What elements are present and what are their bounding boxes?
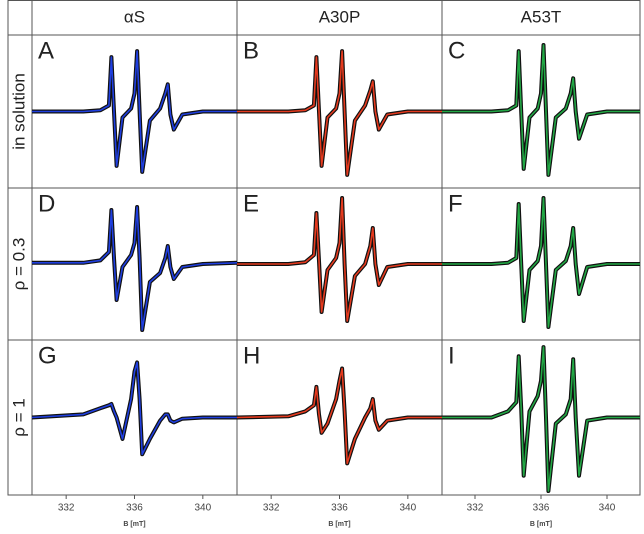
x-tick-label: 332 bbox=[263, 503, 280, 514]
panel-label: I bbox=[448, 342, 455, 369]
spectrum-fit bbox=[32, 206, 238, 331]
row-label: in solution bbox=[9, 73, 28, 150]
spectrum-fit bbox=[237, 197, 442, 322]
spectrum-fit bbox=[442, 197, 640, 328]
spectrum-data bbox=[442, 43, 640, 177]
spectrum-data bbox=[32, 205, 238, 332]
x-tick-label: 336 bbox=[331, 503, 348, 514]
frame bbox=[7, 0, 641, 496]
panel-label: B bbox=[243, 37, 259, 64]
x-tick-label: 340 bbox=[599, 503, 616, 514]
x-tick-label: 332 bbox=[467, 503, 484, 514]
row-label: ρ = 1 bbox=[9, 398, 28, 437]
panel-label: G bbox=[38, 342, 57, 369]
panel-label: D bbox=[38, 190, 55, 217]
spectrum-fit bbox=[442, 44, 640, 176]
x-axis-label: B [mT] bbox=[123, 521, 145, 528]
column-header: αS bbox=[124, 7, 145, 26]
column-header: A30P bbox=[319, 7, 361, 26]
spectrum-data bbox=[442, 345, 640, 493]
x-tick-label: 336 bbox=[126, 503, 143, 514]
x-tick-label: 340 bbox=[194, 503, 211, 514]
panel-label: F bbox=[448, 190, 463, 217]
spectrum-fit bbox=[442, 346, 640, 492]
panel-label: E bbox=[243, 190, 259, 217]
spectrum-fit bbox=[236, 367, 442, 465]
spectrum-data bbox=[442, 196, 640, 329]
spectrum-fit bbox=[237, 50, 442, 176]
x-axis-label: B [mT] bbox=[328, 521, 350, 528]
panel-label: C bbox=[448, 37, 465, 64]
x-axis-label: B [mT] bbox=[530, 521, 552, 528]
x-tick-label: 340 bbox=[399, 503, 416, 514]
column-header: A53T bbox=[521, 7, 562, 26]
x-tick-label: 332 bbox=[58, 503, 75, 514]
panel-label: H bbox=[243, 342, 260, 369]
panel-label: A bbox=[38, 37, 54, 64]
spectrum-fit bbox=[32, 50, 237, 173]
row-label: ρ = 0.3 bbox=[9, 238, 28, 291]
spectrum-data bbox=[237, 196, 442, 323]
spectrum-fit bbox=[31, 361, 237, 456]
x-tick-label: 336 bbox=[533, 503, 550, 514]
spectrum-data bbox=[237, 49, 442, 177]
